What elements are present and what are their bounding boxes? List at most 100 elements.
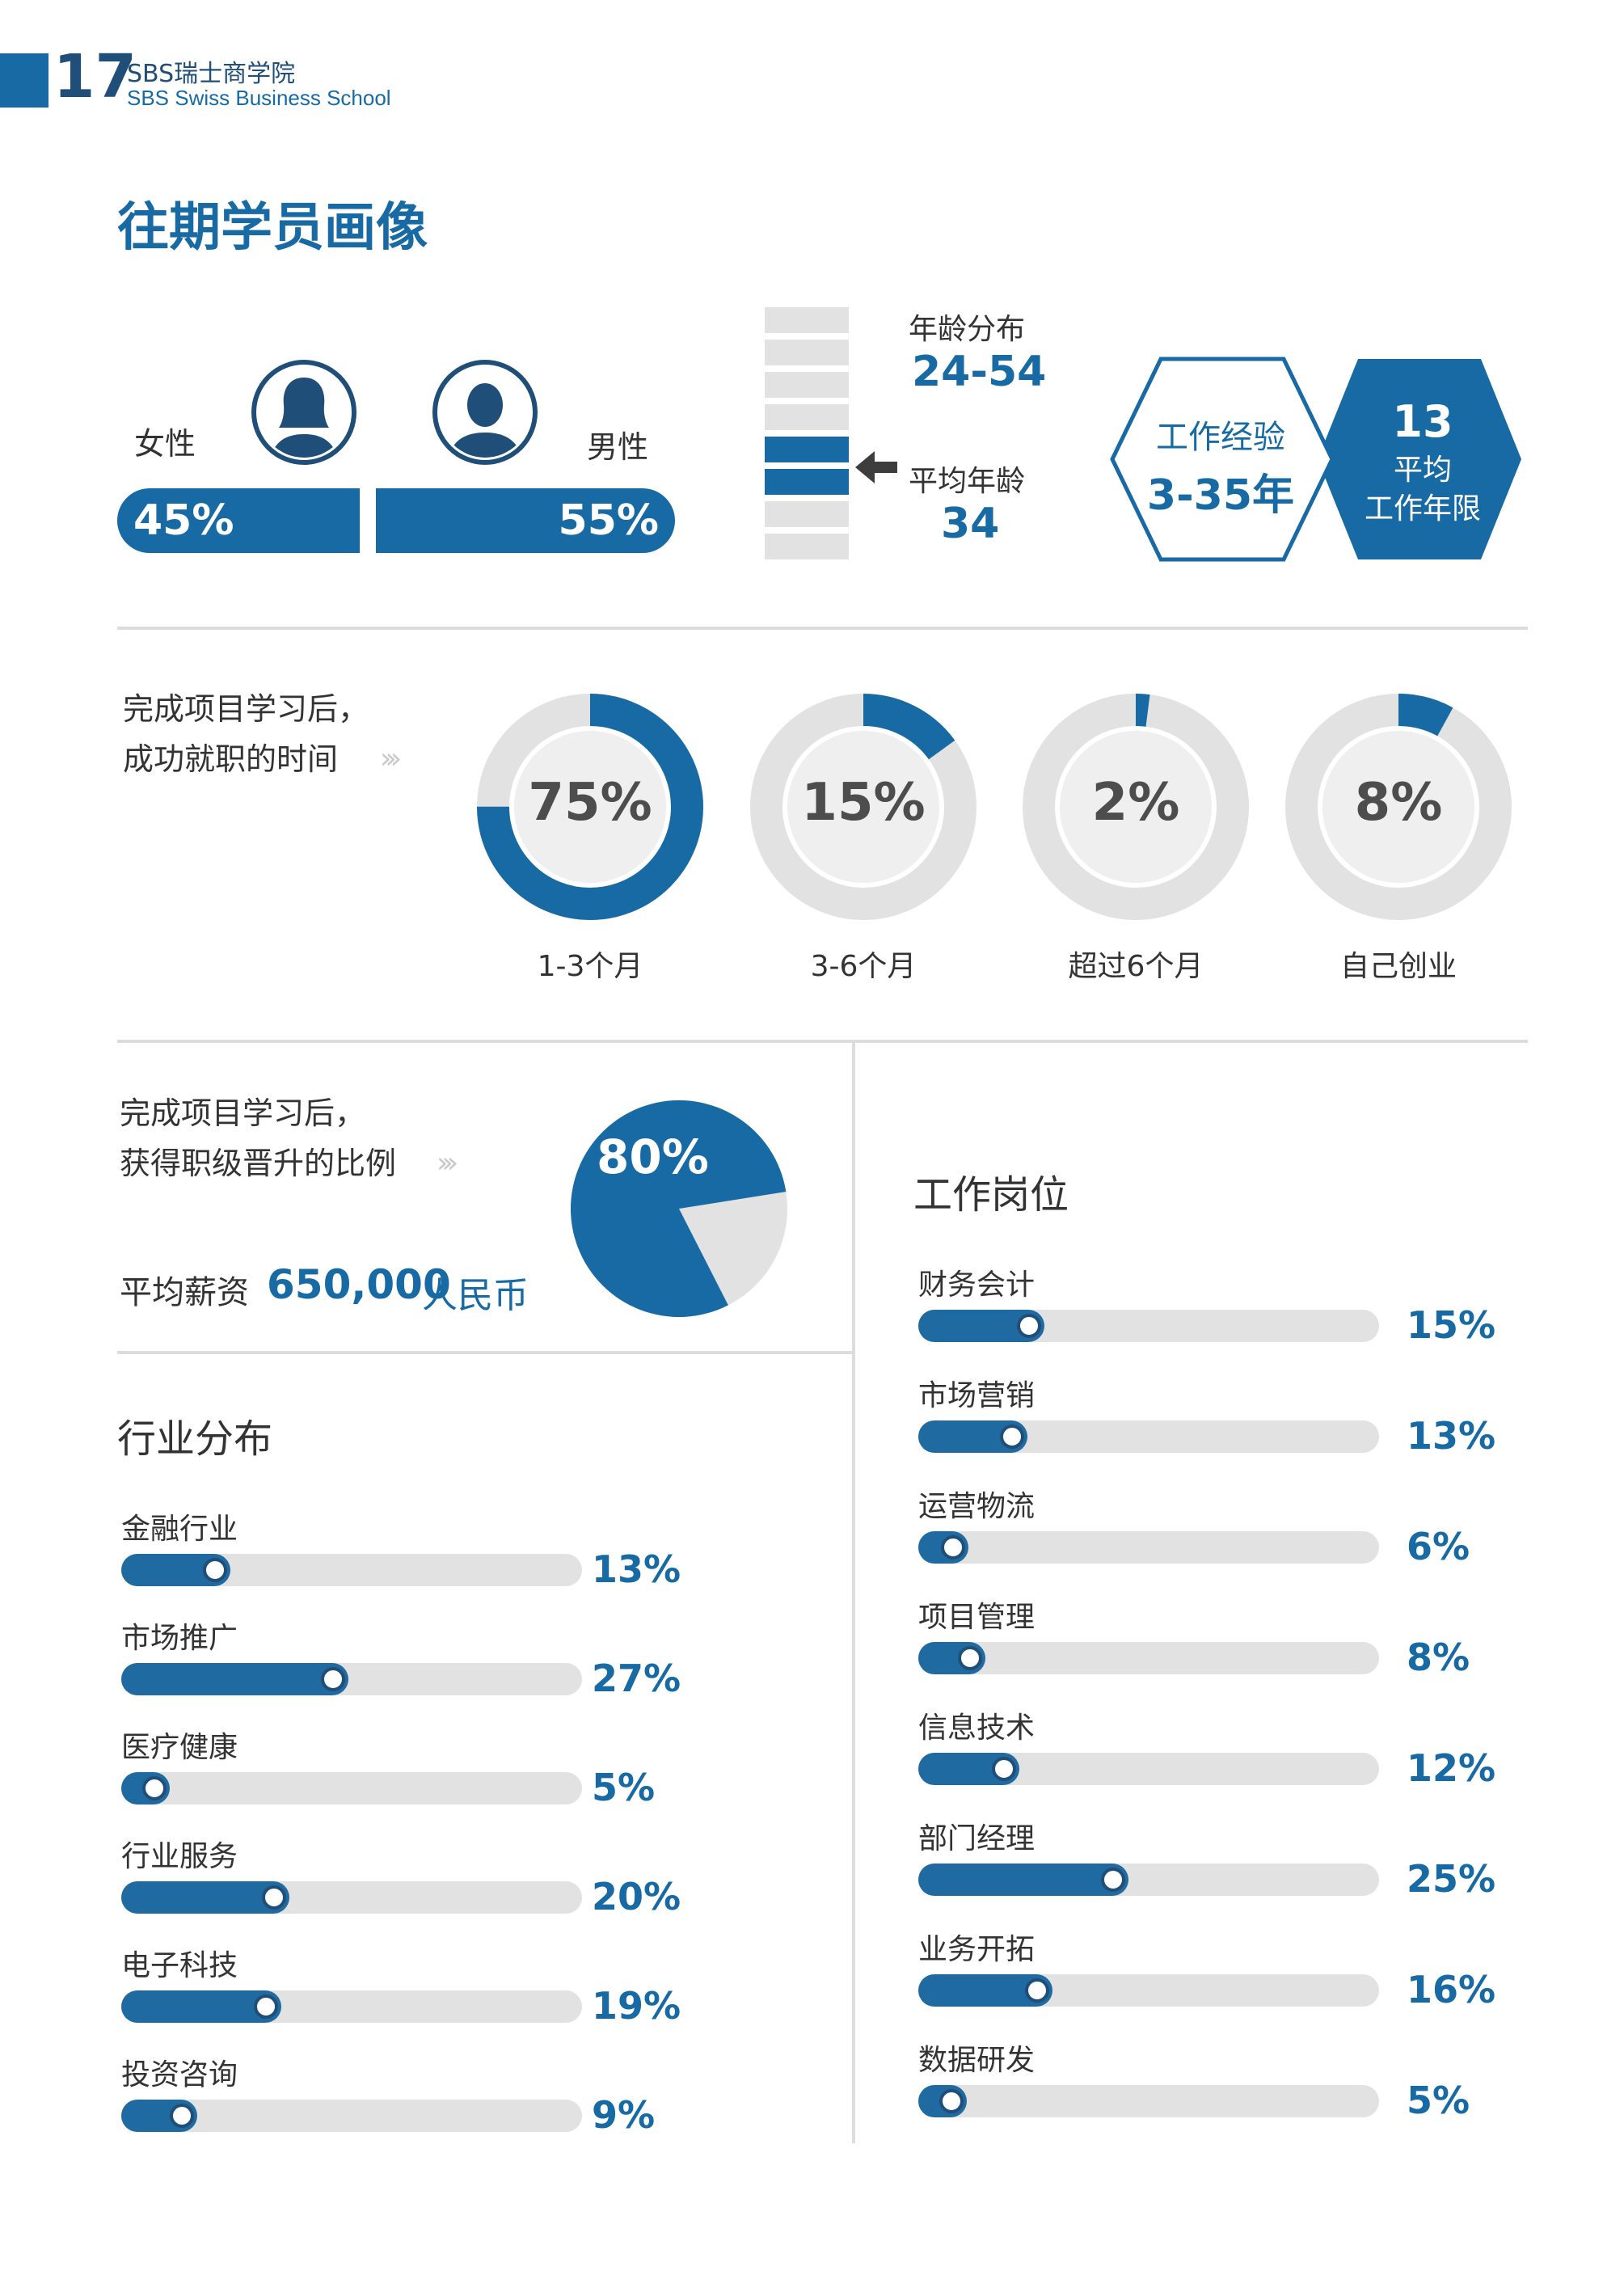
industry-label: 金融行业 <box>121 1513 238 1546</box>
positions-bar-knob <box>939 2089 964 2113</box>
donut-value: 15% <box>801 773 926 833</box>
avg-age-label: 平均年龄 <box>909 465 1026 498</box>
positions-bar-fill <box>918 1642 986 1674</box>
age-bar <box>765 372 849 398</box>
age-distribution-label: 年龄分布 <box>909 313 1026 346</box>
donut-value: 8% <box>1354 773 1443 833</box>
positions-bar-fill <box>918 1753 1019 1785</box>
age-bar-highlight <box>765 469 849 495</box>
donut-label: 1-3个月 <box>537 950 643 983</box>
salary-label: 平均薪资 <box>120 1274 249 1311</box>
industry-label: 行业服务 <box>121 1840 238 1873</box>
donut-arc <box>750 694 977 920</box>
chevrons-icon: ››› <box>437 1146 458 1180</box>
pie-slice <box>571 1100 787 1317</box>
industry-bar-track <box>121 1990 582 2023</box>
industry-bar-knob <box>262 1885 286 1910</box>
positions-pct: 16% <box>1407 1968 1496 2011</box>
industry-pct: 27% <box>592 1657 681 1700</box>
experience-hexagons <box>1110 357 1521 562</box>
industry-bar-fill <box>121 1881 289 1914</box>
positions-label: 项目管理 <box>918 1601 1036 1634</box>
positions-bar-knob <box>1025 1978 1050 2003</box>
arrow-left-icon <box>855 451 897 483</box>
age-bar <box>765 404 849 430</box>
avg-work-years: 13 <box>1392 396 1453 447</box>
school-name-en: SBS Swiss Business School <box>127 86 391 110</box>
positions-pct: 8% <box>1407 1636 1470 1679</box>
promotion-pie <box>571 1100 787 1317</box>
female-pct-bar: 45% <box>117 488 360 553</box>
donut-center <box>1322 731 1474 883</box>
male-pct: 55% <box>558 496 659 545</box>
positions-bar-track <box>918 1864 1379 1896</box>
vertical-divider <box>852 1040 855 2143</box>
chevrons-icon: ››› <box>380 742 402 775</box>
industry-label: 医疗健康 <box>121 1731 238 1764</box>
industry-bar-track <box>121 1772 582 1804</box>
female-avatar-icon <box>251 360 356 465</box>
industry-bar-knob <box>203 1558 228 1582</box>
age-bar <box>765 501 849 527</box>
positions-bar-fill <box>918 1974 1053 2007</box>
divider <box>117 1351 854 1354</box>
industry-pct: 9% <box>592 2093 656 2137</box>
industry-bar-track <box>121 1881 582 1914</box>
industry-pct: 19% <box>592 1984 681 2028</box>
positions-bar-fill <box>918 1310 1044 1342</box>
industry-label: 电子科技 <box>121 1949 238 1982</box>
divider <box>117 627 1528 630</box>
positions-bar-track <box>918 1753 1379 1785</box>
divider <box>117 1040 1528 1043</box>
experience-range: 3-35年 <box>1146 471 1295 520</box>
positions-bar-knob <box>1017 1314 1041 1338</box>
positions-label: 部门经理 <box>918 1822 1036 1855</box>
industry-pct: 20% <box>592 1875 681 1918</box>
industry-bar-track <box>121 1663 582 1695</box>
positions-label: 业务开拓 <box>918 1933 1036 1966</box>
donut-label: 超过6个月 <box>1068 950 1204 983</box>
positions-bar-knob <box>1101 1868 1125 1892</box>
positions-label: 运营物流 <box>918 1490 1036 1523</box>
promotion-text-line1: 完成项目学习后， <box>120 1095 366 1131</box>
positions-label: 财务会计 <box>918 1268 1036 1302</box>
salary-value: 650,000 <box>267 1261 451 1308</box>
industry-title: 行业分布 <box>117 1416 273 1462</box>
donut-arc <box>1285 694 1512 920</box>
school-name-cn: SBS瑞士商学院 <box>127 60 296 88</box>
industry-bar-track <box>121 2100 582 2132</box>
positions-pct: 5% <box>1407 2079 1470 2122</box>
avg-work-years-label-2: 工作年限 <box>1364 492 1481 526</box>
industry-label: 市场推广 <box>121 1622 238 1655</box>
positions-bar-knob <box>1000 1425 1025 1449</box>
promotion-pct: 80% <box>597 1129 709 1184</box>
age-range: 24-54 <box>912 348 1047 396</box>
industry-pct: 5% <box>592 1766 656 1809</box>
positions-pct: 25% <box>1407 1857 1496 1901</box>
positions-pct: 6% <box>1407 1525 1470 1568</box>
employment-text-line2: 成功就职的时间 <box>123 741 339 777</box>
male-pct-bar: 55% <box>376 488 675 553</box>
donut-label: 3-6个月 <box>810 950 917 983</box>
avg-work-years-label-1: 平均 <box>1393 454 1452 487</box>
positions-title: 工作岗位 <box>913 1172 1069 1218</box>
industry-label: 投资咨询 <box>121 2058 238 2092</box>
positions-label: 信息技术 <box>918 1712 1036 1745</box>
female-label: 女性 <box>134 426 196 462</box>
industry-bar-knob <box>142 1776 167 1800</box>
industry-bar-fill <box>121 2100 197 2132</box>
experience-label: 工作经验 <box>1156 419 1285 456</box>
positions-bar-fill <box>918 1864 1128 1896</box>
industry-bar-track <box>121 1554 582 1586</box>
male-avatar-icon <box>432 360 538 465</box>
female-pct: 45% <box>133 496 234 545</box>
positions-pct: 13% <box>1407 1414 1496 1458</box>
industry-bar-fill <box>121 1663 348 1695</box>
positions-pct: 12% <box>1407 1746 1496 1790</box>
employment-text-line1: 完成项目学习后， <box>123 691 369 727</box>
positions-bar-track <box>918 1974 1379 2007</box>
positions-bar-track <box>918 1531 1379 1564</box>
donut-value: 75% <box>528 773 652 833</box>
donut-value: 2% <box>1091 773 1180 833</box>
industry-bar-fill <box>121 1554 231 1586</box>
